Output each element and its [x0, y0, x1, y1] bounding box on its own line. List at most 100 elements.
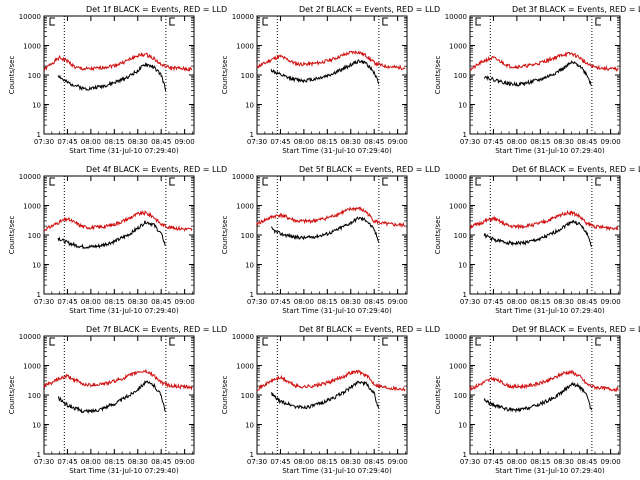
x-tick-label: 09:00	[388, 298, 408, 306]
panel-det-6: Det 6f BLACK = Events, RED = LLD 1 10 100 10…	[434, 165, 640, 315]
x-tick-label: 07:30	[247, 138, 267, 146]
y-tick-label: 10000	[445, 173, 467, 181]
y-tick-label: 10	[245, 102, 254, 110]
y-tick-label: 100	[454, 392, 467, 400]
x-tick-label: 08:00	[507, 138, 527, 146]
series-lld-line	[256, 206, 406, 228]
y-axis-label: Counts/sec	[8, 376, 16, 415]
x-axis-label: Start Time (31-Jul-10 07:29:40)	[282, 147, 392, 155]
panel-title: Det 1f BLACK = Events, RED = LLD	[86, 5, 227, 14]
y-tick-label: 1	[37, 451, 41, 459]
series-events-line	[57, 220, 166, 250]
series-events-line	[57, 380, 166, 415]
y-tick-label: 1000	[236, 203, 254, 211]
y-tick-label: 100	[241, 72, 254, 80]
panel-title: Det 7f BLACK = Events, RED = LLD	[86, 325, 227, 334]
x-tick-label: 07:30	[34, 298, 54, 306]
x-tick-label: 08:30	[128, 298, 148, 306]
x-tick-label: 08:00	[81, 138, 101, 146]
x-tick-label: 08:30	[554, 298, 574, 306]
x-tick-label: 08:15	[317, 458, 337, 466]
bracket-marker-icon	[169, 177, 175, 186]
plot-frame	[469, 15, 621, 135]
x-tick-label: 08:30	[341, 458, 361, 466]
x-axis-label: Start Time (31-Jul-10 07:29:40)	[69, 147, 179, 155]
bracket-marker-icon	[475, 177, 481, 186]
y-tick-label: 10000	[232, 333, 254, 341]
series-lld-line	[43, 209, 193, 232]
y-tick-label: 10	[245, 422, 254, 430]
panel-title: Det 6f BLACK = Events, RED = LLD	[512, 165, 640, 174]
series-lld-line	[43, 51, 193, 73]
x-tick-label: 08:15	[530, 298, 550, 306]
x-tick-label: 08:30	[341, 298, 361, 306]
panel-title: Det 8f BLACK = Events, RED = LLD	[299, 325, 440, 334]
x-tick-label: 07:30	[247, 458, 267, 466]
x-tick-label: 07:45	[483, 138, 503, 146]
bracket-marker-icon	[475, 337, 481, 346]
x-tick-label: 08:45	[577, 298, 597, 306]
x-tick-label: 08:30	[341, 138, 361, 146]
y-axis-label: Counts/sec	[434, 216, 442, 255]
x-tick-label: 07:30	[247, 298, 267, 306]
x-tick-label: 07:45	[57, 458, 77, 466]
x-axis-label: Start Time (31-Jul-10 07:29:40)	[69, 307, 179, 315]
x-axis-label: Start Time (31-Jul-10 07:29:40)	[495, 307, 605, 315]
x-tick-label: 07:30	[34, 458, 54, 466]
y-tick-label: 1000	[23, 43, 41, 51]
y-tick-label: 10000	[232, 13, 254, 21]
plot-frame	[43, 335, 195, 455]
bracket-marker-icon	[595, 337, 601, 346]
x-tick-label: 08:15	[104, 458, 124, 466]
y-tick-label: 100	[28, 72, 41, 80]
x-tick-label: 07:45	[57, 138, 77, 146]
x-tick-label: 08:45	[151, 138, 171, 146]
series-lld-line	[469, 51, 619, 72]
y-tick-label: 10000	[19, 333, 41, 341]
bracket-marker-icon	[382, 17, 388, 26]
y-axis-label: Counts/sec	[221, 216, 229, 255]
x-tick-label: 08:00	[81, 298, 101, 306]
x-tick-label: 07:45	[270, 138, 290, 146]
bracket-marker-icon	[595, 177, 601, 186]
y-tick-label: 1000	[23, 203, 41, 211]
x-tick-label: 07:30	[34, 138, 54, 146]
x-tick-label: 08:00	[507, 458, 527, 466]
y-tick-label: 10	[458, 262, 467, 270]
panel-det-2: Det 2f BLACK = Events, RED = LLD 1 10 100 10…	[221, 5, 440, 155]
y-tick-label: 1000	[449, 43, 467, 51]
x-tick-label: 08:45	[151, 298, 171, 306]
x-axis-label: Start Time (31-Jul-10 07:29:40)	[495, 147, 605, 155]
x-tick-label: 07:30	[460, 458, 480, 466]
y-tick-label: 1	[250, 131, 254, 139]
panel-title: Det 5f BLACK = Events, RED = LLD	[299, 165, 440, 174]
y-tick-label: 1000	[23, 363, 41, 371]
x-axis-label: Start Time (31-Jul-10 07:29:40)	[69, 467, 179, 475]
y-tick-label: 1000	[236, 363, 254, 371]
y-tick-label: 1	[37, 291, 41, 299]
x-axis-label: Start Time (31-Jul-10 07:29:40)	[282, 467, 392, 475]
y-tick-label: 10000	[19, 13, 41, 21]
bracket-marker-icon	[49, 177, 55, 186]
x-tick-label: 08:00	[81, 458, 101, 466]
panel-title: Det 2f BLACK = Events, RED = LLD	[299, 5, 440, 14]
y-axis-label: Counts/sec	[221, 376, 229, 415]
bracket-marker-icon	[475, 17, 481, 26]
y-tick-label: 1	[463, 131, 467, 139]
y-tick-label: 10	[32, 422, 41, 430]
x-tick-label: 08:15	[317, 138, 337, 146]
y-tick-label: 10000	[19, 173, 41, 181]
x-tick-label: 08:15	[530, 458, 550, 466]
bracket-marker-icon	[382, 177, 388, 186]
panel-title: Det 9f BLACK = Events, RED = LLD	[512, 325, 640, 334]
bracket-marker-icon	[382, 337, 388, 346]
y-tick-label: 1	[463, 291, 467, 299]
panel-det-5: Det 5f BLACK = Events, RED = LLD 1 10 100 10…	[221, 165, 440, 315]
x-tick-label: 08:45	[364, 138, 384, 146]
x-tick-label: 09:00	[388, 138, 408, 146]
y-tick-label: 1000	[236, 43, 254, 51]
panel-title: Det 3f BLACK = Events, RED = LLD	[512, 5, 640, 14]
panel-det-9: Det 9f BLACK = Events, RED = LLD 1 10 100 10…	[434, 325, 640, 475]
x-tick-label: 07:45	[270, 458, 290, 466]
